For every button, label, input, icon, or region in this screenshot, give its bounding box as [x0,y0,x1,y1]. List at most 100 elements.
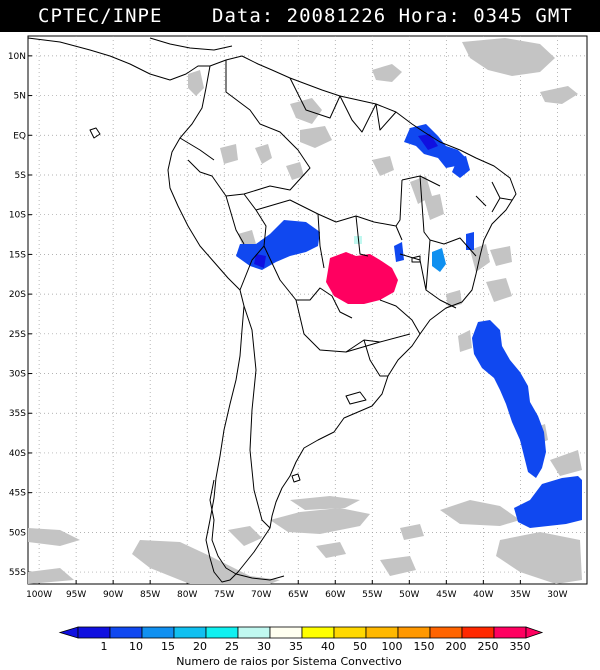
lon-label: 45W [436,590,456,600]
cloud-area [28,568,74,584]
system-350 [326,252,398,304]
legend-swatch [109,626,143,639]
legend-swatch [301,626,335,639]
lon-label: 40W [473,590,493,600]
island [291,473,301,483]
cloud-area [372,156,394,176]
central-america-coast [27,37,210,81]
lat-label: 55S [9,568,26,578]
lat-label: EQ [13,131,26,141]
system-1-10 [514,476,582,528]
paraguay-border [295,299,381,353]
colombia-border [187,60,311,197]
cloud-area [270,508,370,534]
legend-arrow-right [525,626,544,639]
lat-label: 5N [14,92,26,102]
legend-swatch [333,626,367,639]
lon-label: 100W [26,590,52,600]
lat-label: 10S [9,211,26,221]
island [411,255,421,263]
cloud-cover [28,38,582,584]
patagonia-fjords [209,479,285,581]
cloud-area [132,540,280,584]
uruguay-border [363,339,388,377]
convective-systems [236,124,582,528]
lat-label: 30S [9,370,26,380]
brazil-north-border [255,199,403,241]
lon-label: 95W [66,590,86,600]
lon-label: 65W [288,590,308,600]
guyana-border [339,95,377,133]
chile-argentina-border [243,305,271,529]
system-1-10 [394,242,404,262]
lon-label: 80W [177,590,197,600]
lat-label: 45S [9,489,26,499]
legend-swatch [205,626,239,639]
cloud-area [28,528,80,546]
legend-swatch [429,626,463,639]
system-1-10 [472,320,546,478]
cloud-area [290,98,322,124]
legend-swatch [365,626,399,639]
lon-label: 70W [251,590,271,600]
legend-label: 15 [161,640,175,653]
legend-swatch [141,626,175,639]
northeast-state-borders [475,181,513,213]
legend-label: 10 [129,640,143,653]
lon-label: 30W [547,590,567,600]
cloud-area [540,86,578,104]
legend-title: Numero de raios por Sistema Convectivo [176,655,402,668]
cloud-area [300,126,332,148]
legend-label: 250 [478,640,499,653]
system-15 [432,248,446,272]
map-frame [27,35,588,585]
header-bar: CPTEC/INPE Data: 20081226 Hora: 0345 GMT [0,0,600,32]
lat-label: 15S [9,250,26,260]
legend-label: 25 [225,640,239,653]
cloud-area [188,70,204,96]
cloud-area [490,246,512,266]
date-time-label: Data: 20081226 Hora: 0345 GMT [212,5,573,27]
cloud-area [440,500,520,526]
legend-label: 1 [101,640,108,653]
legend-arrow-left [58,626,79,639]
galapagos-island [89,127,101,139]
system-1 [418,134,438,150]
lon-label: 35W [510,590,530,600]
system-1-10 [466,232,474,250]
legend-swatch [269,626,303,639]
system-1-10 [452,156,470,178]
cloud-area [550,450,582,476]
legend-label: 30 [257,640,271,653]
system-1 [254,254,266,268]
lat-label: 10N [8,52,26,62]
cloud-area [372,64,402,82]
venezuela-border [289,77,341,119]
cloud-area [286,162,304,180]
cloud-area [462,38,555,76]
legend-swatch [77,626,111,639]
legend-swatch [493,626,527,639]
ecuador-border [179,137,215,161]
cloud-area [424,194,444,220]
legend-label: 50 [353,640,367,653]
lon-label: 85W [140,590,160,600]
lat-label: 20S [9,290,26,300]
legend-label: 40 [321,640,335,653]
cloud-area [228,526,262,546]
legend-label: 150 [414,640,435,653]
legend-label: 100 [382,640,403,653]
legend-swatch [173,626,207,639]
suriname-border [375,103,397,131]
lat-label: 50S [9,528,26,538]
cloud-area [400,524,424,540]
source-label: CPTEC/INPE [38,5,163,27]
andes-border [225,195,245,245]
lon-label: 75W [214,590,234,600]
legend-swatch [397,626,431,639]
caribbean-coast [149,37,233,51]
legend-label: 35 [289,640,303,653]
lon-label: 55W [362,590,382,600]
cloud-area [255,144,272,164]
legend-label: 350 [510,640,531,653]
